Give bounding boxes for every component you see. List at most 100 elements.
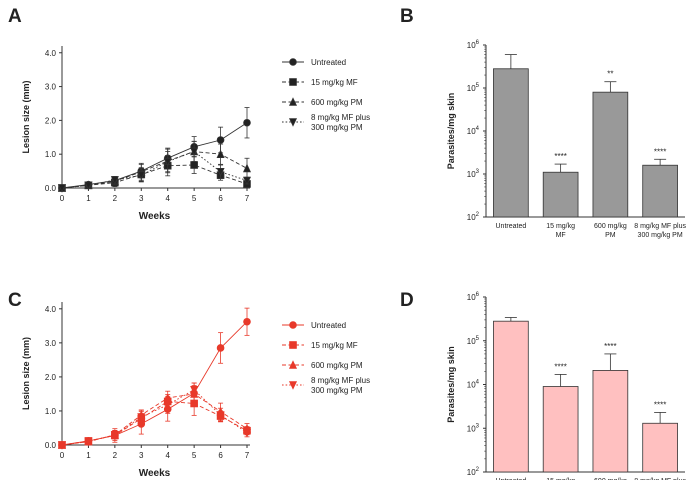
legend-marker [288,381,298,390]
series [57,382,252,450]
data-point [190,147,199,157]
data-point [216,344,225,352]
y-tick-label: 1.0 [45,150,57,159]
data-point [242,428,252,438]
y-tick-label: 106 [467,292,480,302]
x-tick-label: 6 [218,451,223,460]
y-tick-label: 106 [467,40,480,50]
bar [642,422,678,473]
y-tick-label: 104 [467,380,480,390]
category-label: MF [556,232,566,239]
category-label: 300 mg/kg PM [638,232,683,239]
bar [592,370,629,473]
category-label: Untreated [496,478,527,480]
y-tick-label: 3.0 [45,83,57,92]
x-tick-label: 2 [113,194,118,203]
y-tick-label: 103 [467,169,480,179]
bar [542,386,579,473]
data-point [190,161,198,169]
y-tick-label: 0.0 [45,184,57,193]
x-tick-label: 0 [60,194,65,203]
data-point [84,437,93,447]
series-line [61,321,248,446]
significance-label: ** [607,70,613,79]
data-point [163,401,172,410]
category-label: 8 mg/kg MF plus [634,223,686,230]
y-tick-label: 105 [467,336,480,346]
data-point [243,118,251,127]
legend-label: 15 mg/kg MF [311,78,358,87]
category-label: 15 mg/kg [546,478,575,480]
series [57,140,252,193]
x-axis-title: Weeks [139,211,171,222]
panel-c: C 0 1 2 3 4 5 6 7 0.0 1.0 2.0 3.0 4.0 Weeks Lesion size… [8,290,370,479]
data-point [84,181,93,191]
y-tick-label: 103 [467,423,480,433]
y-axis-title: Parasites/mg skin [446,346,456,423]
bar [642,164,678,218]
data-point [110,430,119,440]
x-tick-label: 3 [139,194,144,203]
x-tick-label: 3 [139,451,144,460]
x-tick-label: 7 [245,194,250,203]
significance-label: **** [554,362,566,371]
data-point [243,317,251,326]
x-tick-label: 6 [218,194,223,203]
data-point [242,163,252,173]
legend-label: Untreated [311,321,346,330]
bar [493,68,529,218]
data-point [216,167,225,177]
significance-label: **** [554,152,566,161]
category-label: 15 mg/kg [546,223,575,230]
x-axis-title: Weeks [139,468,171,479]
legend-label: 15 mg/kg MF [311,341,358,350]
legend-marker [288,360,298,369]
data-point [242,176,252,186]
data-point [216,136,225,144]
legend-entry: 15 mg/kg MF [282,78,358,87]
x-tick-label: 7 [245,451,250,460]
bar [592,91,629,218]
data-point [57,184,67,193]
panel-a: A 0 1 2 3 4 5 6 7 0.0 1.0 2.0 3.0 4.0 Weeks Lesion size… [8,6,370,222]
significance-label: **** [604,342,616,351]
y-tick-label: 102 [467,467,480,477]
y-axis-title: Lesion size (mm) [21,80,31,153]
x-tick-label: 2 [113,451,118,460]
legend-label: 600 mg/kg PM [311,98,363,107]
legend-entry: 15 mg/kg MF [282,341,358,350]
data-point [163,157,172,167]
category-label: 600 mg/kg [594,223,627,230]
legend-marker [289,58,297,66]
legend-label: 300 mg/kg PM [311,386,363,395]
legend-marker [289,78,297,86]
legend-marker [288,118,298,127]
y-tick-label: 4.0 [45,305,57,314]
data-point [110,176,119,185]
data-point [137,413,146,422]
series [58,307,251,449]
legend-entry: 600 mg/kg PM [282,97,363,107]
legend-marker [289,321,297,329]
significance-label: **** [654,147,666,156]
panel-letter: B [400,6,414,27]
y-tick-label: 2.0 [45,373,57,382]
y-tick-label: 0.0 [45,441,57,450]
x-tick-label: 5 [192,451,197,460]
x-tick-label: 4 [165,194,170,203]
series-line [61,150,248,189]
x-tick-label: 0 [60,451,65,460]
category-label: PM [605,232,616,239]
legend-label: 8 mg/kg MF plus [311,113,370,122]
y-tick-label: 102 [467,212,480,222]
legend-marker [289,341,297,349]
y-tick-label: 2.0 [45,116,57,125]
category-label: 600 mg/kg [594,478,627,480]
x-tick-label: 1 [86,194,91,203]
series-line [61,164,248,189]
panel-b: B 102 103 104 105 106 Parasites/mg skin Untreat… [400,6,686,239]
legend-label: 600 mg/kg PM [311,361,363,370]
category-label: Untreated [496,223,527,230]
